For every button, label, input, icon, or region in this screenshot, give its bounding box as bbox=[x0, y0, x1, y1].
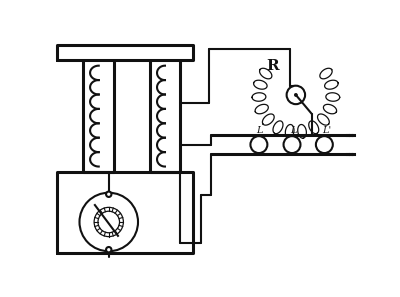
Text: L: L bbox=[290, 127, 296, 135]
Circle shape bbox=[287, 86, 305, 104]
Circle shape bbox=[250, 136, 267, 153]
Circle shape bbox=[106, 247, 112, 252]
Circle shape bbox=[284, 136, 300, 153]
Text: L: L bbox=[256, 127, 263, 135]
Circle shape bbox=[294, 93, 298, 97]
Circle shape bbox=[316, 136, 333, 153]
Text: L': L' bbox=[322, 127, 331, 135]
Text: R: R bbox=[267, 59, 279, 72]
Circle shape bbox=[106, 192, 112, 197]
